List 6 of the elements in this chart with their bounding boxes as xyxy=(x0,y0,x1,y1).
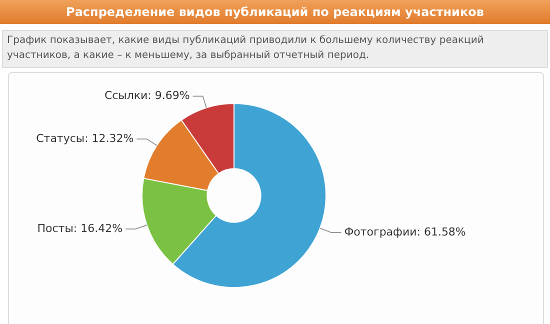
slice-label: Посты: 16.42% xyxy=(37,222,123,235)
chart-title: Распределение видов публикаций по реакциям участников xyxy=(0,0,550,24)
chart-subtitle: График показывает, какие виды публикаций приводили к большему количеству реакций участников, а какие – к меньшему, за выбранный отчетный период. xyxy=(2,30,548,68)
slice-label: Фотографии: 61.58% xyxy=(344,225,466,238)
slice-label: Статусы: 12.32% xyxy=(36,132,134,145)
slice-label: Ссылки: 9.69% xyxy=(104,89,190,102)
